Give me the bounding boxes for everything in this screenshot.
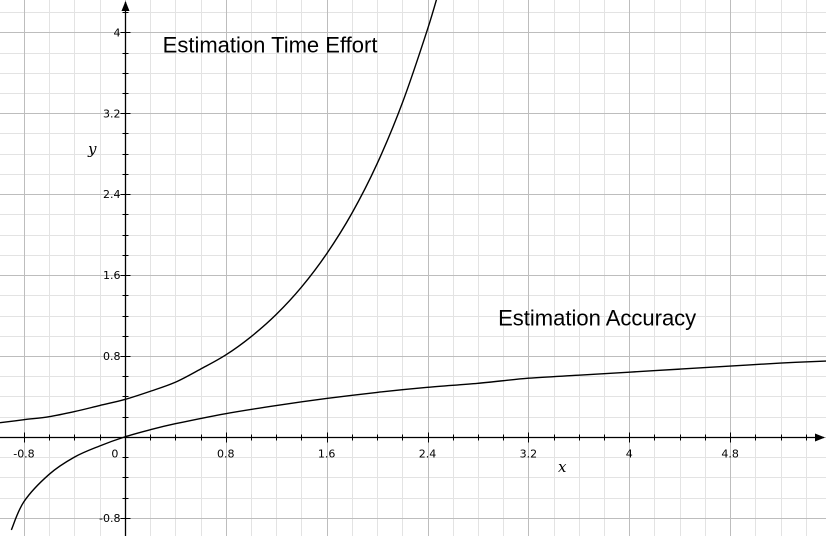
x-axis-arrow-icon: [815, 433, 825, 442]
x-tick-label: 3.2: [520, 448, 538, 461]
y-axis-arrow-icon: [121, 1, 130, 11]
tick-labels: -0.8 0 0.8 1.6 2.4 3.2 4 4.8 -0.8 0.8 1.6 2.4 3.2 4: [13, 26, 739, 524]
y-tick-label: 1.6: [103, 269, 121, 282]
x-tick-label: 4: [626, 448, 633, 461]
x-tick-label: -0.8: [13, 448, 34, 461]
estimation-accuracy-curve: [10, 360, 826, 531]
y-tick-label: 0.8: [103, 350, 121, 363]
estimation-time-effort-curve: [0, 0, 438, 424]
y-tick-label: -0.8: [99, 512, 120, 525]
x-tick-label: 4.8: [721, 448, 739, 461]
tick-marks: [24, 12, 807, 519]
x-tick-label: 0: [111, 448, 118, 461]
y-tick-label: 3.2: [103, 107, 121, 120]
x-axis-label: x: [558, 458, 567, 476]
annotation-estimation-time-effort: Estimation Time Effort: [163, 33, 378, 58]
x-tick-label: 0.8: [217, 448, 235, 461]
x-tick-label: 1.6: [318, 448, 336, 461]
x-tick-label: 2.4: [419, 448, 437, 461]
annotation-estimation-accuracy: Estimation Accuracy: [498, 306, 696, 331]
y-tick-label: 2.4: [103, 188, 121, 201]
y-axis-label: y: [87, 140, 97, 158]
y-tick-label: 4: [114, 26, 121, 39]
